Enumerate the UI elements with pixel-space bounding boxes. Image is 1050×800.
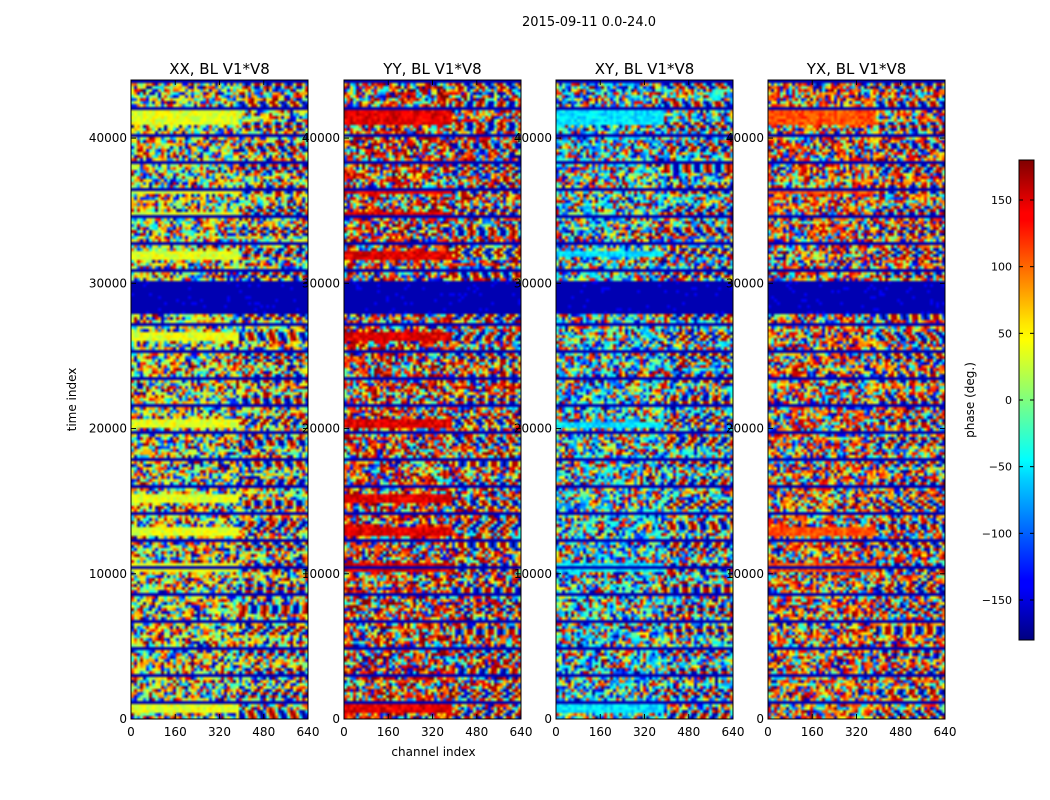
y-tick-label: 0 xyxy=(756,712,764,726)
y-tick-label: 30000 xyxy=(514,276,552,290)
figure-suptitle: 2015-09-11 0.0-24.0 xyxy=(522,15,656,30)
y-tick-label: 10000 xyxy=(302,567,340,581)
panel-2: XY, BL V1*V8 0 160 320 480 640 0 10000 20000 3000… xyxy=(514,60,745,739)
x-tick-label: 640 xyxy=(297,725,320,739)
x-tick-label: 480 xyxy=(252,725,275,739)
panel-3: YX, BL V1*V8 0 160 320 480 640 0 10000 20000 3000… xyxy=(726,60,957,739)
x-tick-label: 640 xyxy=(722,725,745,739)
x-tick-label: 0 xyxy=(127,725,135,739)
heatmap-image-0 xyxy=(131,80,308,719)
x-tick-label: 320 xyxy=(421,725,444,739)
panel-0: XX, BL V1*V8 0 160 320 480 640 0 10000 20000 3000… xyxy=(65,60,319,739)
y-tick-label: 0 xyxy=(119,712,127,726)
panel-title: XY, BL V1*V8 xyxy=(595,60,695,78)
y-tick-label: 30000 xyxy=(726,276,764,290)
x-tick-label: 160 xyxy=(801,725,824,739)
colorbar-tick-label: 100 xyxy=(991,261,1012,274)
y-tick-label: 40000 xyxy=(89,131,127,145)
x-axis-label: channel index xyxy=(391,745,475,759)
colorbar-tick-label: 50 xyxy=(998,327,1012,340)
y-tick-label: 20000 xyxy=(89,422,127,436)
y-tick-label: 40000 xyxy=(302,131,340,145)
x-tick-label: 160 xyxy=(377,725,400,739)
x-tick-label: 0 xyxy=(764,725,772,739)
y-tick-label: 0 xyxy=(544,712,552,726)
y-axis-label: time index xyxy=(65,368,79,432)
heatmap-image-1 xyxy=(344,80,521,719)
y-tick-label: 10000 xyxy=(514,567,552,581)
y-tick-label: 40000 xyxy=(514,131,552,145)
x-tick-label: 640 xyxy=(510,725,533,739)
x-tick-label: 0 xyxy=(552,725,560,739)
x-tick-label: 480 xyxy=(677,725,700,739)
x-tick-label: 160 xyxy=(589,725,612,739)
y-tick-label: 20000 xyxy=(726,422,764,436)
y-tick-label: 30000 xyxy=(302,276,340,290)
colorbar-ticks: −150 −100 −50 0 50 100 150 xyxy=(982,194,1034,607)
x-tick-label: 320 xyxy=(633,725,656,739)
panel-title: YY, BL V1*V8 xyxy=(382,60,481,78)
y-tick-label: 10000 xyxy=(726,567,764,581)
colorbar-tick-label: −100 xyxy=(982,527,1012,540)
colorbar-tick-label: −150 xyxy=(982,594,1012,607)
panel-1: YY, BL V1*V8 0 160 320 480 640 0 10000 20000 3000… xyxy=(302,60,533,759)
x-tick-label: 480 xyxy=(889,725,912,739)
x-tick-label: 320 xyxy=(845,725,868,739)
colorbar-tick-label: 150 xyxy=(991,194,1012,207)
panels-group: XX, BL V1*V8 0 160 320 480 640 0 10000 20000 3000… xyxy=(65,60,956,759)
x-tick-label: 160 xyxy=(164,725,187,739)
y-tick-label: 20000 xyxy=(514,422,552,436)
x-tick-label: 320 xyxy=(208,725,231,739)
panel-title: XX, BL V1*V8 xyxy=(169,60,270,78)
x-tick-label: 480 xyxy=(465,725,488,739)
colorbar-tick-label: 0 xyxy=(1005,394,1012,407)
y-tick-label: 0 xyxy=(332,712,340,726)
colorbar: −150 −100 −50 0 50 100 150 phase (deg.) xyxy=(963,159,1035,641)
y-tick-label: 40000 xyxy=(726,131,764,145)
panel-title: YX, BL V1*V8 xyxy=(806,60,907,78)
y-tick-label: 30000 xyxy=(89,276,127,290)
heatmap-image-3 xyxy=(768,80,945,719)
x-tick-label: 0 xyxy=(340,725,348,739)
y-tick-label: 10000 xyxy=(89,567,127,581)
colorbar-tick-label: −50 xyxy=(989,461,1012,474)
x-tick-label: 640 xyxy=(934,725,957,739)
colorbar-label: phase (deg.) xyxy=(963,362,977,438)
y-tick-label: 20000 xyxy=(302,422,340,436)
heatmap-image-2 xyxy=(556,80,733,719)
